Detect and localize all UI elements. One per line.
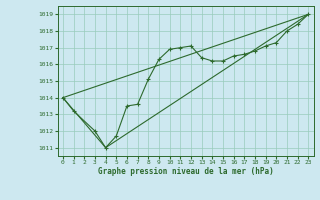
X-axis label: Graphe pression niveau de la mer (hPa): Graphe pression niveau de la mer (hPa) bbox=[98, 167, 274, 176]
